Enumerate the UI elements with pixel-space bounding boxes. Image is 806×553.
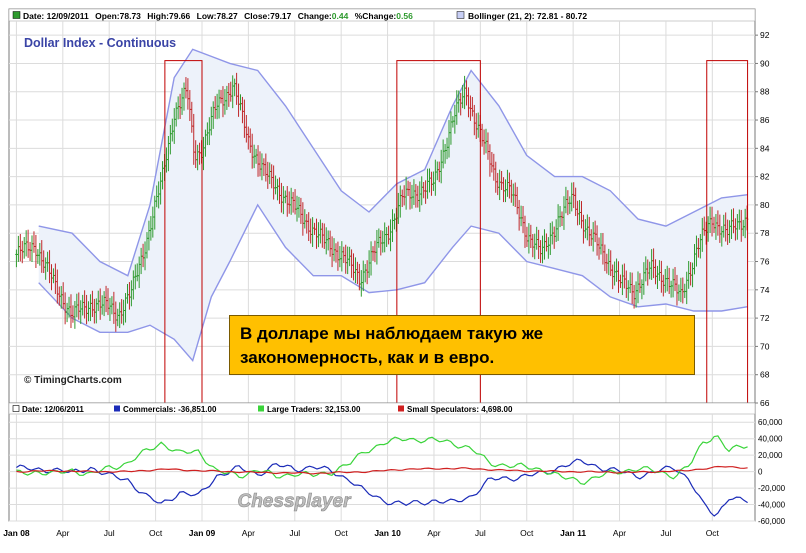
x-tick-label: Apr: [56, 528, 69, 538]
cot-date-swatch: [12, 405, 20, 412]
cot-date-label: Date: 12/06/2011: [22, 405, 84, 414]
cot-y-tick-label: 0: [758, 468, 763, 477]
callout-line-1: В долларе мы наблюдаем такую же: [240, 324, 544, 343]
x-tick-label: Oct: [149, 528, 163, 538]
price-change-label: Change:: [298, 11, 332, 21]
price-header: Date: 12/09/2011 Open:78.73 High:79.66 L…: [12, 11, 587, 21]
large-traders-swatch: [258, 405, 264, 412]
price-y-tick-label: 90: [760, 58, 770, 68]
price-pct-label: %Change:: [355, 11, 397, 21]
price-y-tick-label: 68: [760, 370, 770, 380]
x-tick-label: Jul: [475, 528, 486, 538]
cot-header-bar: [8, 402, 756, 415]
callout-note: В долларе мы наблюдаем такую же закономе…: [229, 315, 695, 375]
price-open-label: Open:78.73: [95, 11, 141, 21]
x-tick-label: Jan 11: [560, 528, 586, 538]
price-y-tick-label: 86: [760, 115, 770, 125]
large-traders-label: Large Traders: 32,153.00: [267, 405, 361, 414]
commercials-swatch: [114, 405, 120, 412]
price-y-tick-label: 82: [760, 172, 770, 182]
cot-y-tick-label: 20,000: [758, 451, 783, 460]
watermark-text: © TimingCharts.com: [24, 375, 122, 386]
bollinger-band-fill: [38, 49, 748, 361]
x-tick-label: Jan 08: [3, 528, 30, 538]
price-y-tick-label: 76: [760, 257, 770, 267]
x-tick-label: Jul: [660, 528, 671, 538]
cot-panel: [8, 402, 756, 522]
cot-header: Date: 12/06/2011 Commercials: -36,851.00…: [12, 405, 513, 414]
small-speculators-swatch: [398, 405, 404, 412]
x-tick-label: Oct: [335, 528, 349, 538]
cot-line-small-speculators: [16, 465, 748, 475]
price-high-label: High:79.66: [147, 11, 190, 21]
bollinger-legend-swatch: [456, 11, 465, 19]
price-date-label: Date: 12/09/2011: [23, 11, 89, 21]
x-tick-label: Jul: [289, 528, 300, 538]
x-tick-label: Apr: [427, 528, 440, 538]
bollinger-upper-line: [38, 48, 748, 277]
price-y-tick-label: 78: [760, 228, 770, 238]
price-y-tick-label: 72: [760, 313, 770, 323]
price-change-value: 0.44: [332, 11, 349, 21]
commercials-label: Commercials: -36,851.00: [123, 405, 217, 414]
price-header-bar: [8, 8, 756, 22]
cot-y-tick-label: -40,000: [758, 501, 786, 510]
cot-series: [16, 435, 748, 517]
price-legend-swatch: [12, 11, 21, 19]
small-speculators-label: Small Speculators: 4,698.00: [407, 405, 513, 414]
cot-y-tick-label: -20,000: [758, 484, 786, 493]
x-tick-label: Jul: [104, 528, 115, 538]
chart-title: Dollar Index - Continuous: [24, 36, 176, 50]
price-low-label: Low:78.27: [197, 11, 238, 21]
chessplayer-brand: Chessplayer: [237, 491, 352, 512]
svg-text:Date: 12/09/2011 Open:: Date: 12/09/2011 Open:78.73 High:79.66 L…: [23, 11, 413, 21]
price-y-tick-label: 80: [760, 200, 770, 210]
price-y-tick-label: 88: [760, 87, 770, 97]
bollinger-lower-line: [38, 203, 748, 363]
cot-y-tick-label: 40,000: [758, 435, 783, 444]
cot-y-tick-label: 60,000: [758, 418, 783, 427]
price-pct-value: 0.56: [396, 11, 413, 21]
bollinger-legend-label: Bollinger (21, 2): 72.81 - 80.72: [468, 11, 587, 21]
price-y-tick-label: 92: [760, 30, 770, 40]
price-y-tick-label: 84: [760, 143, 770, 153]
x-tick-label: Apr: [613, 528, 626, 538]
price-y-tick-label: 70: [760, 341, 770, 351]
cot-line-large-traders: [16, 435, 748, 485]
callout-line-2: закономерность, как и в евро.: [240, 348, 495, 367]
price-y-tick-label: 74: [760, 285, 770, 295]
x-tick-label: Jan 10: [374, 528, 401, 538]
x-tick-label: Apr: [242, 528, 255, 538]
x-tick-label: Oct: [706, 528, 720, 538]
price-bars: [15, 72, 749, 332]
x-tick-label: Jan 09: [189, 528, 216, 538]
price-close-label: Close:79.17: [244, 11, 292, 21]
x-tick-label: Oct: [520, 528, 534, 538]
cot-y-tick-label: -60,000: [758, 517, 786, 526]
price-y-tick-label: 66: [760, 398, 770, 408]
